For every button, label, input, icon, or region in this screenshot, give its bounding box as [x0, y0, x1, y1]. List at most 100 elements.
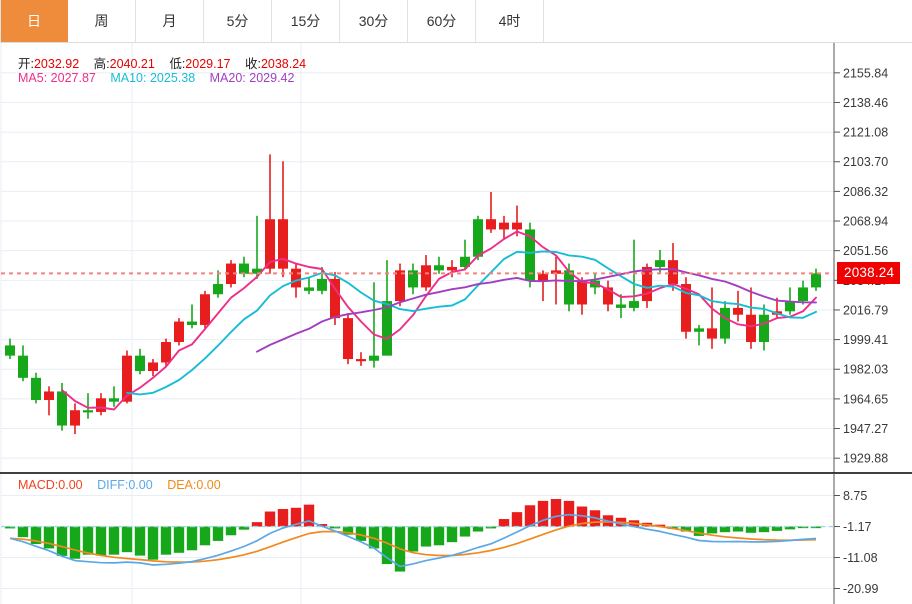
candle-body: [96, 398, 106, 412]
candle-body: [18, 355, 28, 378]
candle-body: [57, 391, 67, 426]
macd-histogram-bar: [238, 526, 250, 530]
candle-body: [551, 270, 561, 274]
ma10-line: [126, 250, 817, 396]
candle: [538, 270, 548, 302]
candle: [733, 290, 743, 322]
candle-body: [720, 307, 730, 339]
candle: [18, 345, 28, 382]
macd-axis-label: -20.99: [843, 582, 878, 596]
candle: [434, 256, 444, 274]
candle: [70, 403, 80, 435]
price-axis-label: 2103.70: [843, 155, 888, 169]
tab-60min[interactable]: 60分: [408, 0, 476, 42]
candle-body: [642, 266, 652, 302]
candle: [642, 263, 652, 308]
price-axis-label: 2016.79: [843, 303, 888, 317]
candle: [577, 277, 587, 315]
macd-histogram-bar: [485, 526, 497, 529]
macd-histogram-bar: [355, 526, 367, 541]
macd-histogram-bar: [654, 524, 666, 527]
tab-4hour[interactable]: 4时: [476, 0, 544, 42]
candle-body: [265, 219, 275, 269]
candle-body: [135, 355, 145, 371]
candle-body: [499, 222, 509, 230]
tab-label: 15分: [290, 13, 321, 29]
candle-body: [226, 263, 236, 285]
candle-body: [460, 256, 470, 267]
candle-body: [629, 301, 639, 308]
tab-week[interactable]: 周: [68, 0, 136, 42]
candle: [135, 348, 145, 375]
macd-histogram-bar: [30, 526, 42, 545]
price-axis-label: 1982.03: [843, 363, 888, 377]
candle: [356, 352, 366, 366]
candle: [460, 239, 470, 271]
tab-month[interactable]: 月: [136, 0, 204, 42]
candle-body: [343, 318, 353, 360]
candle: [226, 260, 236, 288]
candle: [83, 393, 93, 419]
candle-body: [161, 342, 171, 363]
candle: [668, 243, 678, 291]
candle: [395, 263, 405, 307]
macd-histogram-bar: [407, 526, 419, 552]
candle-body: [187, 321, 197, 325]
tab-label: 月: [162, 13, 177, 29]
price-axis-label: 2138.46: [843, 96, 888, 110]
price-axis-label: 1999.41: [843, 333, 888, 347]
candle: [31, 372, 41, 404]
tab-day[interactable]: 日: [0, 0, 68, 42]
candle-body: [5, 345, 15, 356]
chart-canvas-area[interactable]: 2155.84 2138.46 2121.08 2103.70 2086.32 2068.…: [0, 43, 912, 604]
candle-body: [70, 410, 80, 426]
candle: [603, 280, 613, 312]
macd-histogram-bar: [199, 526, 211, 546]
candle: [681, 277, 691, 339]
ma5-line: [61, 230, 817, 411]
candle-body: [616, 304, 626, 308]
price-axis-label: 2086.32: [843, 185, 888, 199]
candle-body: [31, 377, 41, 400]
macd-histogram-bar: [784, 526, 796, 530]
tab-label: 日: [27, 13, 41, 29]
candle: [759, 304, 769, 351]
macd-histogram-bar: [459, 526, 471, 537]
price-panel-series: [1, 154, 834, 435]
dea-line: [9, 521, 817, 563]
kline-chart-svg[interactable]: 2155.84 2138.46 2121.08 2103.70 2086.32 2068.…: [0, 43, 912, 604]
price-axis-label: 2155.84: [843, 66, 888, 80]
candle-body: [447, 266, 457, 271]
candle: [317, 266, 327, 295]
macd-panel-series: [1, 499, 834, 572]
macd-histogram-bar: [160, 526, 172, 555]
candle: [369, 282, 379, 368]
macd-histogram-bar: [329, 526, 341, 529]
candle-body: [655, 260, 665, 267]
candle: [304, 277, 314, 295]
candle-body: [278, 219, 288, 269]
macd-histogram-bar: [186, 526, 198, 551]
candle-body: [694, 328, 704, 332]
candle-body: [785, 301, 795, 312]
tab-30min[interactable]: 30分: [340, 0, 408, 42]
candle-body: [707, 328, 717, 339]
candle-body: [811, 273, 821, 288]
macd-histogram-bar: [745, 526, 757, 533]
tab-5min[interactable]: 5分: [204, 0, 272, 42]
macd-histogram-bar: [43, 526, 55, 549]
candle: [473, 215, 483, 261]
candle: [148, 359, 158, 377]
macd-histogram-bar: [498, 519, 510, 527]
candle: [694, 324, 704, 346]
macd-histogram-bar: [524, 505, 536, 527]
candle-body: [733, 307, 743, 315]
macd-histogram-bar: [277, 509, 289, 527]
candle-body: [148, 362, 158, 371]
candle: [161, 338, 171, 366]
tab-label: 周: [94, 13, 109, 29]
macd-histogram-bar: [706, 526, 718, 534]
candle-body: [239, 263, 249, 274]
diff-line: [9, 513, 817, 568]
tab-15min[interactable]: 15分: [272, 0, 340, 42]
